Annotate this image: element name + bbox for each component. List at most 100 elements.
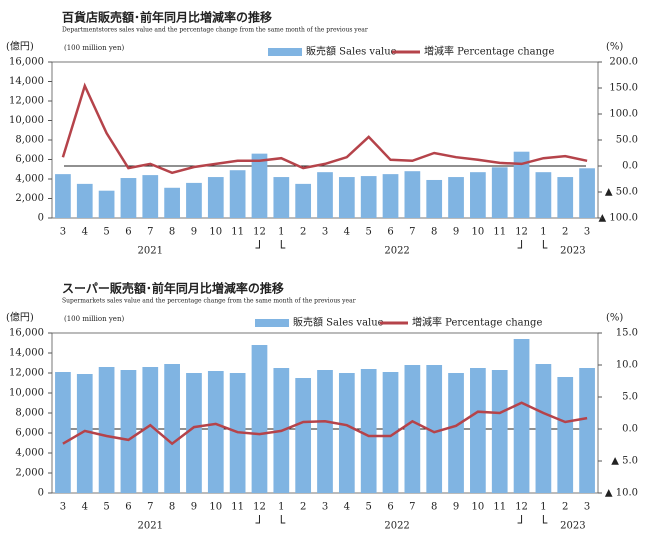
y2-tick-label: ▲ 100.0	[599, 213, 639, 224]
x-tick-label: 4	[82, 227, 88, 238]
bar	[579, 368, 595, 493]
x-tick-label: 12	[515, 502, 528, 513]
bar	[317, 370, 333, 493]
x-tick-label: 1	[278, 502, 284, 513]
y2-axis-label: (%)	[606, 313, 623, 324]
y-tick-label: 14,000	[9, 348, 44, 359]
y-tick-label: 10,000	[9, 115, 44, 126]
year-separator	[517, 240, 523, 249]
legend-label: 増減率 Percentage change	[412, 316, 542, 329]
line	[61, 82, 588, 175]
y-tick-label: 8,000	[15, 135, 44, 146]
y-tick-label: 8,000	[15, 408, 44, 419]
x-tick-label: 1	[540, 502, 546, 513]
bar	[426, 179, 443, 218]
year-label: 2021	[138, 246, 163, 257]
bar	[382, 372, 399, 493]
bar	[448, 373, 464, 493]
y-tick-label: 16,000	[9, 57, 44, 68]
y-axis-unit: (100 million yen)	[64, 315, 124, 323]
bar	[535, 172, 552, 218]
bar	[164, 187, 180, 218]
year-separator	[542, 240, 548, 249]
y2-tick-label: ▲ 5.0	[611, 456, 638, 467]
x-tick-label: 5	[365, 227, 371, 238]
bar	[229, 170, 246, 218]
y-tick-label: 16,000	[9, 328, 44, 339]
year-separator	[255, 240, 260, 249]
x-tick-label: 9	[191, 502, 197, 513]
x-tick-label: 8	[431, 227, 437, 238]
y-axis-unit: (100 million yen)	[64, 44, 124, 52]
y-tick-label: 12,000	[9, 368, 44, 379]
x-tick-label: 1	[540, 227, 546, 238]
x-tick-label: 3	[584, 227, 590, 238]
x-tick-label: 9	[453, 227, 459, 238]
y-tick-label: 6,000	[15, 154, 44, 165]
x-tick-label: 2	[562, 502, 568, 513]
bar	[55, 372, 71, 493]
bar	[448, 177, 464, 218]
bar	[186, 182, 202, 218]
bar	[404, 365, 421, 493]
bar	[98, 367, 115, 493]
legend-label: 販売額 Sales value	[293, 316, 384, 329]
x-tick-label: 5	[103, 227, 109, 238]
y2-tick-label: 15.0	[616, 328, 638, 339]
x-tick-label: 7	[147, 227, 153, 238]
x-tick-label: 9	[453, 502, 459, 513]
bar	[251, 153, 268, 218]
y-tick-label: 2,000	[15, 468, 44, 479]
year-separator	[255, 515, 260, 524]
x-tick-label: 12	[515, 227, 528, 238]
bar	[360, 176, 377, 218]
legend-swatch	[268, 48, 302, 56]
y2-axis-label: (%)	[606, 42, 623, 53]
bar	[557, 177, 574, 218]
x-tick-label: 10	[472, 502, 485, 513]
chart-title: 百貨店販売額･前年同月比増減率の推移	[62, 10, 272, 25]
x-tick-label: 11	[493, 502, 506, 513]
x-tick-label: 6	[387, 502, 393, 513]
legend-label: 販売額 Sales value	[306, 45, 397, 58]
x-tick-label: 6	[125, 227, 131, 238]
year-label: 2021	[138, 521, 163, 532]
y-axis-label: (億円)	[6, 40, 34, 53]
x-tick-label: 2	[300, 227, 306, 238]
y-tick-label: 12,000	[9, 96, 44, 107]
x-tick-label: 3	[60, 227, 66, 238]
legend-swatch	[255, 319, 289, 327]
bar	[142, 367, 159, 493]
y-tick-label: 0	[38, 488, 44, 499]
bar	[142, 175, 159, 218]
x-tick-label: 8	[169, 227, 175, 238]
bar	[164, 364, 180, 493]
year-label: 2023	[560, 246, 585, 257]
bar	[426, 365, 443, 493]
bar	[557, 377, 574, 493]
y2-tick-label: 0.0	[622, 424, 638, 435]
bar	[535, 364, 552, 493]
x-tick-label: 3	[322, 502, 328, 513]
x-tick-label: 10	[209, 227, 222, 238]
year-separator	[280, 515, 286, 524]
line	[62, 401, 588, 446]
x-tick-label: 3	[322, 227, 328, 238]
chart-title: スーパー販売額･前年同月比増減率の推移	[62, 281, 284, 296]
y2-tick-label: 0.0	[622, 161, 638, 172]
x-tick-label: 12	[253, 227, 266, 238]
bar	[55, 174, 71, 218]
legend-label: 増減率 Percentage change	[424, 45, 554, 58]
bar	[338, 373, 355, 493]
bar	[207, 371, 224, 493]
bar	[513, 151, 530, 218]
x-tick-label: 4	[344, 502, 350, 513]
x-tick-label: 4	[344, 227, 350, 238]
bar	[76, 183, 93, 218]
x-tick-label: 4	[82, 502, 88, 513]
bar	[338, 177, 355, 218]
year-separator	[542, 515, 548, 524]
y-tick-label: 6,000	[15, 428, 44, 439]
bar	[207, 177, 224, 218]
